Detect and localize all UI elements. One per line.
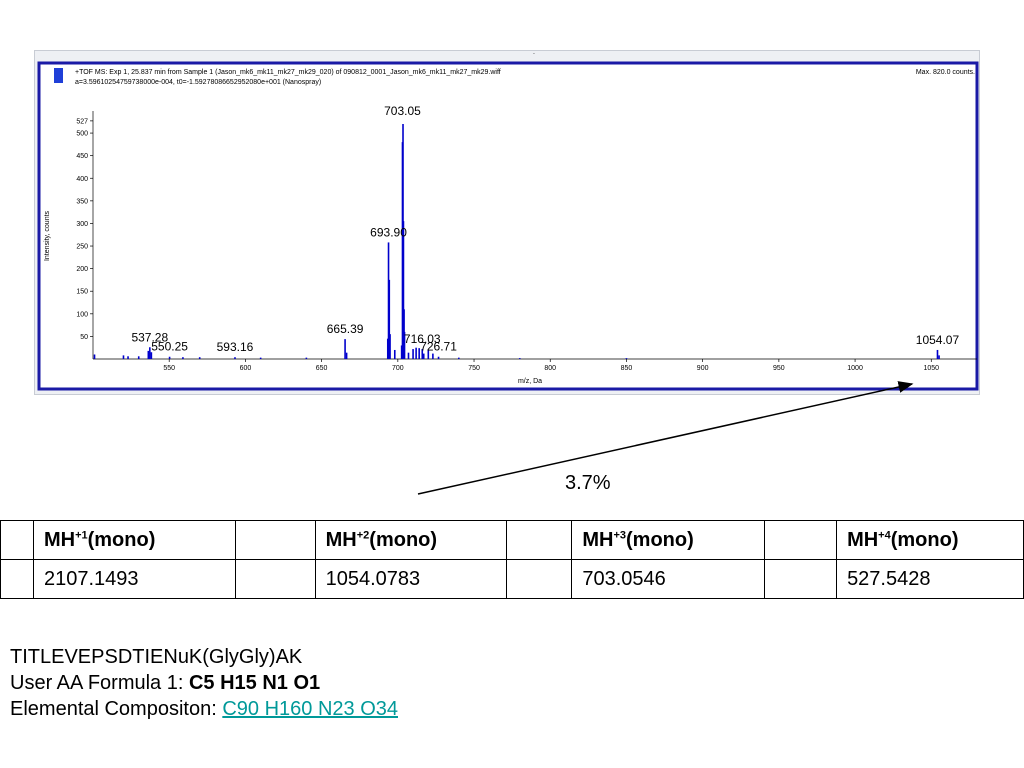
peaks (93, 124, 940, 359)
table-cell (506, 559, 573, 599)
header-sup: +1 (75, 528, 88, 541)
mass-spectrum-chart: . +TOF MS: Exp 1, 25.837 min from Sample… (37, 51, 979, 391)
x-axis-label: m/z, Da (518, 378, 542, 385)
header-base: MH (43, 528, 76, 551)
x-tick-label: 900 (697, 365, 709, 372)
y-ticks: 50 100 150 200 250 300 350 400 450 500 527 (76, 118, 93, 341)
table-row: 2107.1493 1054.0783 703.0546 527.5428 (0, 559, 1024, 599)
peak-label: 537.28 (131, 330, 168, 344)
y-tick-label: 400 (76, 176, 88, 183)
formula-line: User AA Formula 1: C5 H15 N1 O1 (10, 670, 398, 696)
table-cell (764, 520, 838, 560)
mh-table: MH+1(mono) MH+2(mono) MH+3(mono) MH+4(mo… (0, 520, 1024, 599)
y-tick-label: 50 (80, 334, 88, 341)
x-tick-label: 650 (316, 365, 328, 372)
header-sup: +2 (356, 528, 370, 541)
plot-border (37, 61, 979, 391)
x-tick-label: 950 (773, 365, 785, 372)
composition-link[interactable]: C90 H160 N23 O34 (222, 698, 398, 720)
spectrum-header-line2: a=3.59610254759738000e-004, t0=-1.592780… (75, 79, 321, 86)
x-tick-label: 750 (468, 365, 480, 372)
header-base: MH (325, 528, 357, 551)
header-mh2: MH+2(mono) (314, 520, 508, 560)
header-suffix: (mono) (87, 528, 156, 551)
formula-value: C5 H15 N1 O1 (188, 672, 321, 694)
value-mh3: 703.0546 (571, 559, 766, 599)
peak-label: 665.39 (327, 322, 364, 336)
x-tick-label: 600 (240, 365, 252, 372)
peak-label: 703.05 (384, 104, 421, 118)
table-header-row: MH+1(mono) MH+2(mono) MH+3(mono) MH+4(mo… (0, 520, 1024, 560)
x-tick-label: 850 (621, 365, 633, 372)
y-tick-label: 100 (76, 311, 88, 318)
y-tick-label: 450 (76, 153, 88, 160)
peak-label: 716.03 (404, 332, 441, 346)
header-mh4: MH+4(mono) (836, 520, 1024, 560)
table-cell (0, 520, 34, 560)
callout-arrow (417, 381, 914, 495)
peak-label: 726.71 (420, 340, 457, 354)
header-sup: +3 (613, 528, 626, 541)
x-tick-label: 1000 (847, 365, 863, 372)
header-suffix: (mono) (369, 528, 438, 551)
y-tick-label: 500 (76, 131, 88, 138)
max-counts-label: Max. 820.0 counts. (916, 69, 975, 76)
header-base: MH (582, 528, 614, 551)
header-mh1: MH+1(mono) (32, 520, 236, 560)
peptide-info: TITLEVEPSDTIENuK(GlyGly)AK User AA Formu… (10, 644, 398, 722)
y-tick-label: 250 (76, 244, 88, 251)
x-ticks: 550 600 650 700 750 800 850 900 950 1000 1050 (163, 359, 939, 372)
composition-label: Elemental Compositon: (10, 698, 223, 720)
header-mh3: MH+3(mono) (571, 520, 766, 560)
peak-label: 693.90 (370, 225, 407, 239)
x-tick-label: 1050 (923, 365, 939, 372)
y-tick-label: 527 (76, 118, 88, 125)
value-mh2: 1054.0783 (314, 559, 508, 599)
x-tick-label: 800 (544, 365, 556, 372)
peak-label: 1054.07 (916, 333, 960, 347)
formula-label: User AA Formula 1: (10, 672, 189, 694)
x-tick-label: 550 (163, 365, 175, 372)
percent-callout: 3.7% (565, 472, 611, 494)
peptide-sequence: TITLEVEPSDTIENuK(GlyGly)AK (10, 646, 303, 668)
x-tick-label: 700 (392, 365, 404, 372)
top-dot: . (533, 51, 535, 56)
value-mh1: 2107.1493 (32, 559, 236, 599)
spectrum-panel: . +TOF MS: Exp 1, 25.837 min from Sample… (34, 50, 980, 395)
table-cell (0, 559, 34, 599)
y-tick-label: 200 (76, 266, 88, 273)
table-cell (764, 559, 838, 599)
table-cell (234, 520, 316, 560)
peak-label: 593.16 (217, 340, 254, 354)
y-tick-label: 300 (76, 221, 88, 228)
header-suffix: (mono) (890, 528, 959, 551)
header-suffix: (mono) (626, 528, 694, 551)
table-cell (234, 559, 316, 599)
header-sup: +4 (878, 528, 891, 541)
y-tick-label: 350 (76, 198, 88, 205)
y-tick-label: 150 (76, 289, 88, 296)
y-axis-label: Intensity, counts (44, 210, 51, 261)
table-cell (506, 520, 573, 560)
header-base: MH (847, 528, 879, 551)
composition-line: Elemental Compositon: C90 H160 N23 O34 (10, 696, 398, 722)
value-mh4: 527.5428 (836, 559, 1024, 599)
peak-label: 550.25 (151, 340, 188, 354)
series-marker (54, 68, 63, 83)
spectrum-header-line1: +TOF MS: Exp 1, 25.837 min from Sample 1… (75, 69, 501, 76)
